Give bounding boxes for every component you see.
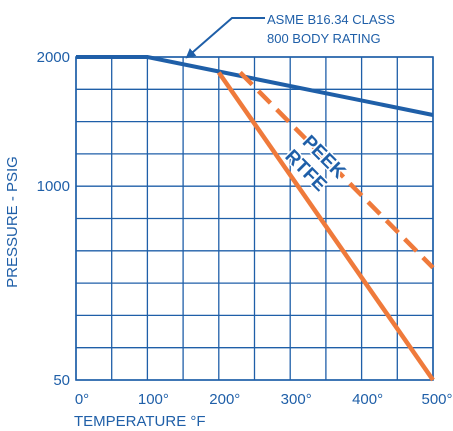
x-tick-label: 500° bbox=[421, 391, 452, 408]
x-tick-label: 300° bbox=[281, 391, 312, 408]
series-line-rtfe bbox=[216, 71, 435, 382]
annotation-arrow bbox=[185, 17, 265, 59]
annotation-text-line: 800 BODY RATING bbox=[267, 31, 381, 46]
series-line-asme-b16-34-class-800-body-rating bbox=[76, 55, 434, 117]
series-lines bbox=[76, 55, 435, 382]
x-tick-label: 200° bbox=[209, 391, 240, 408]
x-axis-title: TEMPERATURE °F bbox=[74, 413, 206, 430]
x-tick-label: 100° bbox=[138, 391, 169, 408]
x-tick-label: 400° bbox=[352, 391, 383, 408]
y-tick-label: 50 bbox=[53, 372, 70, 389]
annotation-text-line: ASME B16.34 CLASS bbox=[267, 12, 395, 27]
series-line-peek bbox=[238, 70, 435, 270]
y-tick-label: 1000 bbox=[37, 178, 70, 195]
tick-labels: 0° 100° 200° 300° 400° 500° 50 1000 2000 bbox=[37, 49, 453, 408]
y-axis-title: PRESSURE - PSIG bbox=[4, 156, 21, 288]
y-tick-label: 2000 bbox=[37, 49, 70, 66]
x-tick-label: 0° bbox=[75, 391, 89, 408]
annotation: ASME B16.34 CLASS 800 BODY RATING bbox=[185, 12, 395, 59]
plot-frame bbox=[75, 56, 434, 381]
